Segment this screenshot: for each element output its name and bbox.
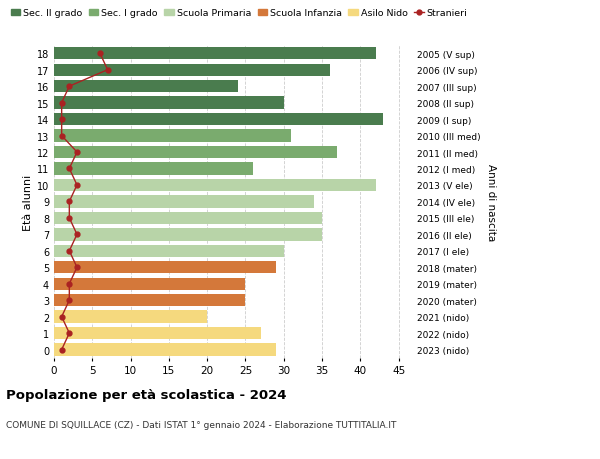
Bar [54,48,376,60]
Text: COMUNE DI SQUILLACE (CZ) - Dati ISTAT 1° gennaio 2024 - Elaborazione TUTTITALIA.: COMUNE DI SQUILLACE (CZ) - Dati ISTAT 1°… [6,420,397,429]
Bar [54,163,253,175]
Bar [54,278,245,290]
Bar [54,344,276,356]
Bar [54,130,292,142]
Bar [54,196,314,208]
Y-axis label: Anni di nascita: Anni di nascita [486,163,496,241]
Bar [54,229,322,241]
Text: Popolazione per età scolastica - 2024: Popolazione per età scolastica - 2024 [6,388,287,401]
Legend: Sec. II grado, Sec. I grado, Scuola Primaria, Scuola Infanzia, Asilo Nido, Stran: Sec. II grado, Sec. I grado, Scuola Prim… [11,9,467,18]
Bar [54,327,261,340]
Bar [54,294,245,307]
Bar [54,245,284,257]
Bar [54,212,322,224]
Bar [54,146,337,159]
Bar [54,81,238,93]
Bar [54,64,330,77]
Bar [54,311,207,323]
Bar [54,262,276,274]
Y-axis label: Età alunni: Età alunni [23,174,32,230]
Bar [54,114,383,126]
Bar [54,97,284,110]
Bar [54,179,376,192]
